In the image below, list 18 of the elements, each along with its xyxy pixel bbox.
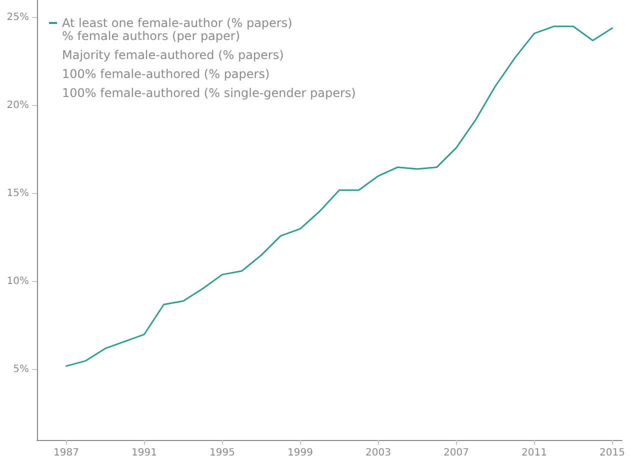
annotation: Majority female-authored (% papers) bbox=[62, 48, 284, 62]
annotation: % female authors (per paper) bbox=[62, 29, 240, 43]
y-tick-label: 25% bbox=[6, 12, 29, 24]
y-tick-label: 10% bbox=[6, 276, 29, 288]
annotation: 100% female-authored (% papers) bbox=[62, 67, 270, 81]
y-tick-label: 5% bbox=[13, 364, 29, 376]
annotation: 100% female-authored (% single-gender papers) bbox=[62, 86, 356, 100]
x-tick-label: 1987 bbox=[54, 448, 79, 458]
x-tick-label: 1991 bbox=[132, 448, 157, 458]
legend-label: At least one female-author (% papers) bbox=[62, 16, 292, 30]
x-tick-label: 2015 bbox=[600, 448, 625, 458]
x-tick-label: 1995 bbox=[210, 448, 235, 458]
x-tick-label: 2011 bbox=[522, 448, 547, 458]
y-tick-label: 15% bbox=[6, 188, 29, 200]
x-tick-label: 2007 bbox=[444, 448, 469, 458]
x-tick-label: 1999 bbox=[288, 448, 313, 458]
x-tick-label: 2003 bbox=[366, 448, 391, 458]
y-tick-label: 20% bbox=[6, 100, 29, 112]
